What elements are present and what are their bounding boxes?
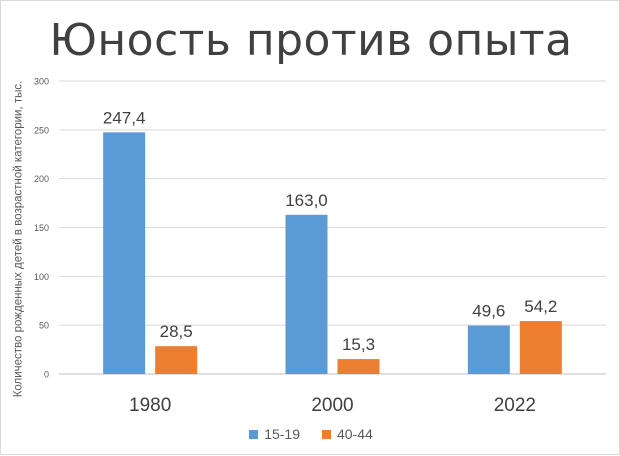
x-tick-label-2000: 2000 bbox=[311, 395, 353, 416]
y-tick-label-50: 50 bbox=[39, 321, 49, 331]
y-tick-label-100: 100 bbox=[34, 272, 49, 282]
y-tick-label-150: 150 bbox=[34, 223, 49, 233]
bar-15-19-1980 bbox=[103, 132, 146, 374]
data-label-40-44-2000: 15,3 bbox=[342, 335, 375, 354]
legend: 15-19 40-44 bbox=[1, 426, 620, 442]
legend-swatch-40-44 bbox=[322, 429, 331, 439]
data-label-15-19-2022: 49,6 bbox=[472, 302, 505, 321]
legend-label-15-19: 15-19 bbox=[264, 426, 300, 442]
data-label-15-19-1980: 247,4 bbox=[103, 108, 146, 127]
bar-40-44-2022 bbox=[519, 321, 562, 374]
y-tick-label-300: 300 bbox=[34, 77, 49, 87]
y-tick-label-200: 200 bbox=[34, 174, 49, 184]
bar-40-44-2000 bbox=[337, 359, 380, 374]
y-tick-label-250: 250 bbox=[34, 125, 49, 135]
data-label-40-44-1980: 28,5 bbox=[160, 322, 193, 341]
legend-item-40-44: 40-44 bbox=[322, 426, 373, 442]
bar-40-44-1980 bbox=[155, 346, 198, 374]
bar-15-19-2022 bbox=[467, 325, 510, 374]
data-label-40-44-2022: 54,2 bbox=[524, 297, 557, 316]
data-label-15-19-2000: 163,0 bbox=[285, 191, 328, 210]
chart-title: Юность против опыта bbox=[49, 15, 573, 66]
legend-label-40-44: 40-44 bbox=[337, 426, 373, 442]
legend-swatch-15-19 bbox=[249, 429, 259, 439]
bar-15-19-2000 bbox=[285, 214, 328, 374]
legend-item-15-19: 15-19 bbox=[249, 426, 300, 442]
x-tick-label-2022: 2022 bbox=[494, 395, 536, 416]
y-tick-label-0: 0 bbox=[44, 370, 49, 380]
x-tick-label-1980: 1980 bbox=[129, 395, 171, 416]
